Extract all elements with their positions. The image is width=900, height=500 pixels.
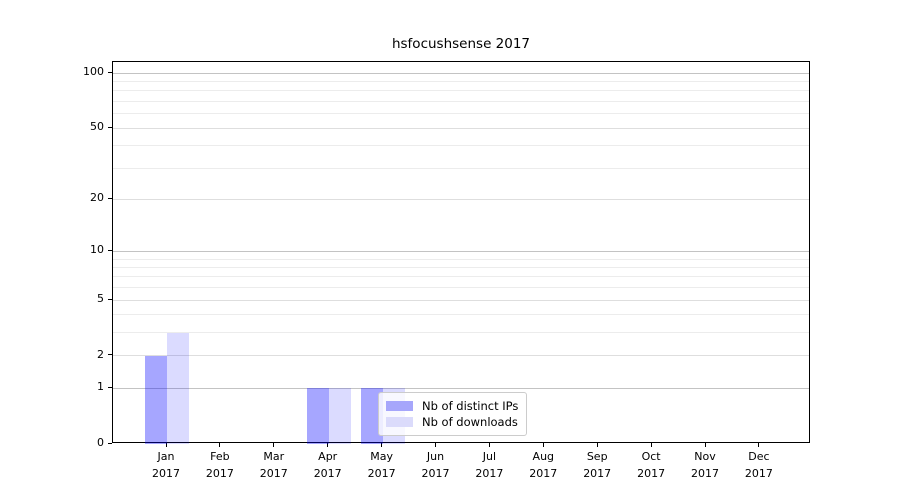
gridline-minor xyxy=(113,113,809,115)
x-tick-month: May xyxy=(370,450,393,463)
y-tick-mark xyxy=(108,249,112,251)
bar-nb-of-distinct-ips-apr xyxy=(306,388,329,444)
x-tick-mark xyxy=(704,443,706,447)
y-axis-tick-label: 20 xyxy=(90,191,104,205)
gridline-minor xyxy=(113,258,809,260)
x-tick-month: Nov xyxy=(694,450,716,463)
y-tick-mark xyxy=(108,126,112,128)
gridline-major xyxy=(113,72,809,74)
x-tick-month: Oct xyxy=(641,450,661,463)
gridline-minor xyxy=(113,314,809,316)
x-tick-month: Dec xyxy=(748,450,770,463)
gridline xyxy=(113,299,809,301)
gridline-major xyxy=(113,387,809,389)
y-axis-tick-label: 0 xyxy=(97,436,104,449)
x-axis-tick-label: Jan 2017 xyxy=(136,449,196,482)
x-tick-mark xyxy=(758,443,760,447)
gridline-minor xyxy=(113,167,809,169)
legend-item: Nb of distinct IPs xyxy=(386,398,518,414)
x-tick-year: 2017 xyxy=(637,466,666,480)
x-axis-tick-label: Sep 2017 xyxy=(567,449,627,482)
y-tick-mark xyxy=(108,442,112,444)
legend-swatch xyxy=(386,417,413,427)
gridline-minor xyxy=(113,276,809,278)
x-tick-year: 2017 xyxy=(583,466,612,480)
bar-nb-of-downloads-apr xyxy=(328,388,351,444)
y-axis-tick-label: 1 xyxy=(97,380,104,394)
x-tick-month: Jun xyxy=(426,450,445,463)
x-tick-month: Jan xyxy=(157,450,175,463)
x-tick-year: 2017 xyxy=(259,466,288,480)
x-tick-mark xyxy=(165,443,167,447)
gridline-minor xyxy=(113,81,809,83)
x-tick-mark xyxy=(596,443,598,447)
y-axis-tick-label: 100 xyxy=(83,65,104,79)
legend: Nb of distinct IPs Nb of downloads xyxy=(378,392,528,436)
legend-swatch xyxy=(386,401,413,411)
x-axis-tick-label: Aug 2017 xyxy=(513,449,573,482)
y-tick-mark xyxy=(108,386,112,388)
x-axis-tick-label: Dec 2017 xyxy=(729,449,789,482)
x-tick-month: Mar xyxy=(263,450,285,463)
plot-area: Nb of distinct IPs Nb of downloads xyxy=(112,61,810,444)
x-tick-mark xyxy=(650,443,652,447)
x-tick-year: 2017 xyxy=(691,466,719,480)
bar-nb-of-distinct-ips-jan xyxy=(145,355,167,444)
x-tick-mark xyxy=(488,443,490,447)
x-tick-mark xyxy=(273,443,275,447)
x-tick-mark xyxy=(381,443,383,447)
gridline-minor xyxy=(113,332,809,334)
gridline-minor xyxy=(113,287,809,289)
x-tick-month: Jul xyxy=(482,450,497,463)
x-tick-year: 2017 xyxy=(529,466,558,480)
x-tick-mark xyxy=(327,443,329,447)
legend-label: Nb of downloads xyxy=(422,415,518,429)
y-axis-tick-label: 5 xyxy=(97,292,104,306)
x-tick-month: Feb xyxy=(210,450,230,463)
x-tick-mark xyxy=(435,443,436,447)
gridline-minor xyxy=(113,145,809,147)
gridline-minor xyxy=(113,266,809,268)
x-axis-tick-label: Apr 2017 xyxy=(298,449,358,482)
bar-nb-of-distinct-ips-may xyxy=(360,388,383,444)
y-tick-mark xyxy=(108,197,112,199)
x-axis-tick-label: Jun 2017 xyxy=(406,449,466,482)
x-tick-month: Sep xyxy=(586,450,608,463)
gridline xyxy=(113,355,809,357)
x-axis-tick-label: Feb 2017 xyxy=(190,449,250,482)
y-tick-mark xyxy=(108,298,112,300)
x-axis-tick-label: May 2017 xyxy=(352,449,412,482)
x-axis-tick-label: Mar 2017 xyxy=(244,449,304,482)
y-tick-mark xyxy=(108,71,112,73)
x-tick-year: 2017 xyxy=(205,466,234,480)
x-tick-year: 2017 xyxy=(367,466,396,480)
x-axis-tick-label: Oct 2017 xyxy=(621,449,681,482)
x-tick-mark xyxy=(542,443,544,447)
y-axis-tick-label: 50 xyxy=(90,120,104,134)
y-tick-mark xyxy=(108,354,112,356)
legend-label: Nb of distinct IPs xyxy=(422,399,519,413)
gridline-minor xyxy=(113,90,809,92)
x-tick-month: Aug xyxy=(532,450,555,463)
x-tick-year: 2017 xyxy=(475,466,504,480)
x-axis-tick-label: Jul 2017 xyxy=(459,449,519,482)
x-tick-year: 2017 xyxy=(152,466,180,480)
gridline xyxy=(113,127,809,129)
gridline-minor xyxy=(113,101,809,103)
x-axis-tick-label: Nov 2017 xyxy=(675,449,735,482)
y-axis-tick-label: 2 xyxy=(97,347,104,361)
gridline-major xyxy=(113,250,809,252)
legend-item: Nb of downloads xyxy=(386,414,518,430)
bar-nb-of-downloads-jan xyxy=(167,332,189,444)
x-tick-mark xyxy=(219,443,221,447)
x-tick-month: Apr xyxy=(318,450,338,463)
chart-title: hsfocushsense 2017 xyxy=(391,36,531,52)
x-tick-year: 2017 xyxy=(744,466,773,480)
x-tick-year: 2017 xyxy=(313,466,342,480)
y-axis-tick-label: 10 xyxy=(90,243,104,257)
x-tick-year: 2017 xyxy=(421,466,450,480)
gridline xyxy=(113,198,809,200)
